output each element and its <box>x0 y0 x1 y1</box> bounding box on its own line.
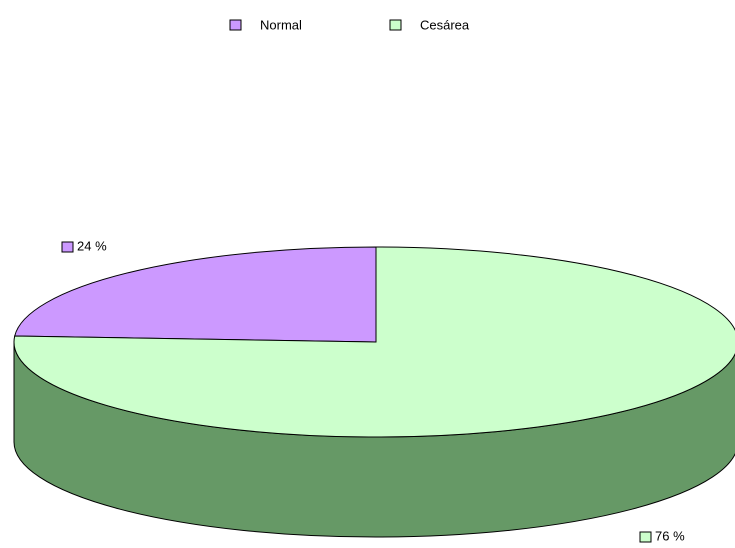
legend-label: Cesárea <box>420 17 470 32</box>
label-key <box>639 531 652 543</box>
label-key <box>61 241 74 253</box>
legend-key <box>229 19 242 31</box>
data-label: 24 % <box>77 238 107 253</box>
legend-label: Normal <box>260 17 302 32</box>
slice <box>13 246 735 438</box>
slice <box>14 246 377 343</box>
data-label: 76 % <box>655 528 685 543</box>
legend-key <box>389 19 402 31</box>
